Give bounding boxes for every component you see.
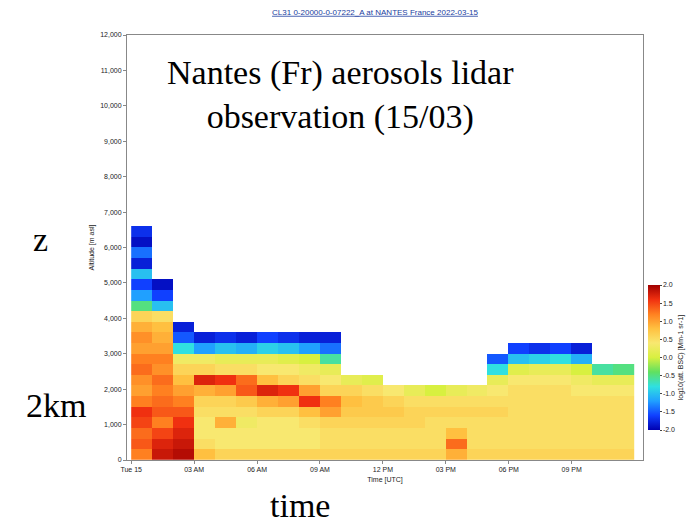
svg-text:9,000: 9,000 [104,138,122,145]
svg-text:Nantes (Fr) aerosols lidarobse: Nantes (Fr) aerosols lidarobservation (1… [167,54,514,136]
svg-text:-2.0: -2.0 [663,426,675,433]
svg-text:-0.5: -0.5 [663,372,675,379]
svg-text:time: time [270,487,330,524]
svg-text:12 PM: 12 PM [373,466,393,473]
svg-text:-1.0: -1.0 [663,390,675,397]
svg-text:8,000: 8,000 [104,173,122,180]
svg-text:Altitude [m asl]: Altitude [m asl] [88,224,96,270]
svg-text:-1.5: -1.5 [663,408,675,415]
svg-text:log10(att. BSC) [Mm-1 sr-1]: log10(att. BSC) [Mm-1 sr-1] [677,315,685,401]
svg-text:09 PM: 09 PM [562,466,582,473]
svg-text:4,000: 4,000 [104,315,122,322]
svg-text:z: z [33,221,48,258]
svg-text:2,000: 2,000 [104,386,122,393]
svg-text:2km: 2km [26,387,86,424]
svg-text:06 AM: 06 AM [247,466,267,473]
svg-text:Tue 15: Tue 15 [120,466,142,473]
svg-text:0: 0 [118,456,122,463]
svg-text:5,000: 5,000 [104,279,122,286]
svg-text:06 PM: 06 PM [499,466,519,473]
svg-text:1,000: 1,000 [104,421,122,428]
svg-text:3,000: 3,000 [104,350,122,357]
svg-text:0.0: 0.0 [663,354,673,361]
svg-text:10,000: 10,000 [100,102,122,109]
svg-text:Time [UTC]: Time [UTC] [367,476,403,484]
svg-text:2.0: 2.0 [663,281,673,288]
svg-text:1.5: 1.5 [663,300,673,307]
svg-text:11,000: 11,000 [101,67,122,74]
svg-text:12,000: 12,000 [100,31,122,38]
svg-text:CL31 0-20000-0-07222_A at NANT: CL31 0-20000-0-07222_A at NANTES France … [272,8,478,17]
svg-text:0.5: 0.5 [663,336,673,343]
svg-text:03 PM: 03 PM [436,466,456,473]
svg-text:6,000: 6,000 [104,244,122,251]
svg-text:1.0: 1.0 [663,318,673,325]
svg-text:09 AM: 09 AM [310,466,330,473]
svg-text:03 AM: 03 AM [184,466,204,473]
svg-text:7,000: 7,000 [104,209,122,216]
